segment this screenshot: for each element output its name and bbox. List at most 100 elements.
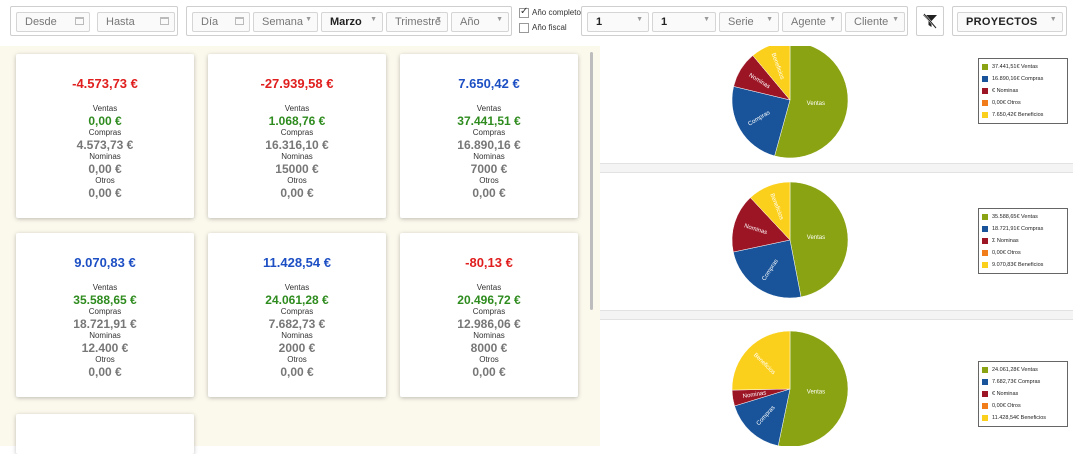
legend-swatch (982, 250, 988, 256)
legend-label: 9.070,83€ Beneficios (992, 262, 1044, 268)
nominas-value: 2000 € (278, 341, 316, 355)
legend-label: 16.890,16€ Compras (992, 76, 1044, 82)
otros-label: Otros (287, 355, 307, 364)
semana-label: Semana (262, 16, 303, 28)
legend-label: 0,00€ Otros (992, 250, 1021, 256)
card-total: -27.939,58 € (260, 76, 334, 91)
legend-item-ventas: 24.061,28€ Ventas (982, 364, 1064, 376)
compras-label: Compras (472, 128, 506, 137)
compras-label: Compras (88, 307, 122, 316)
legend-swatch (982, 76, 988, 82)
ventas-value: 20.496,72 € (457, 293, 521, 307)
legend-swatch (982, 262, 988, 268)
pie-chart-panel: Ventas Compras Nominas Beneficios 37.441,51… (600, 46, 1073, 161)
chart-legend: 37.441,51€ Ventas 16.890,16€ Compras € Nom… (978, 58, 1068, 124)
summary-card: 11.428,54 € Ventas 24.061,28 € Compras 7… (208, 233, 386, 397)
anio-fiscal-label: Año fiscal (532, 23, 567, 32)
card-total: 9.070,83 € (74, 255, 136, 270)
legend-item-compras: 18.721,91€ Compras (982, 223, 1064, 235)
anio-fiscal-checkbox[interactable]: Año fiscal (519, 20, 581, 35)
mes-select[interactable]: Marzo ▼ (321, 12, 383, 32)
cliente-select[interactable]: Cliente ▼ (845, 12, 905, 32)
compras-label: Compras (472, 307, 506, 316)
compras-label: Compras (280, 128, 314, 137)
pie-slice-beneficios[interactable] (750, 181, 791, 241)
otros-value: 0,00 € (472, 365, 506, 379)
legend-label: 0,00€ Otros (992, 403, 1021, 409)
pie-slice-compras[interactable] (732, 239, 802, 299)
trimestre-select[interactable]: Trimestre ▼ (386, 12, 448, 32)
anio-label: Año (460, 16, 480, 28)
legend-item-beneficios: 7.650,42€ Beneficios (982, 109, 1064, 121)
proyectos-select[interactable]: PROYECTOS ▼ (957, 12, 1063, 32)
legend-label: € Nominas (992, 391, 1019, 397)
ventas-label: Ventas (284, 283, 310, 292)
compras-value: 16.316,10 € (265, 138, 329, 152)
legend-item-ventas: 37.441,51€ Ventas (982, 61, 1064, 73)
pie-slice-compras[interactable] (734, 388, 791, 446)
legend-item-compras: 7.682,73€ Compras (982, 376, 1064, 388)
pie-chart-panel: Ventas Compras Nominas Beneficios 24.061,28… (600, 323, 1073, 446)
compras-label: Compras (88, 128, 122, 137)
legend-label: 7.650,42€ Beneficios (992, 112, 1044, 118)
ventas-value: 0,00 € (88, 114, 122, 128)
legend-swatch (982, 379, 988, 385)
ejercicio-select[interactable]: 1 ▼ (652, 12, 716, 32)
otros-value: 0,00 € (472, 186, 506, 200)
serie-label: Serie (728, 16, 754, 28)
pie-chart-panel: Ventas Compras Nominas Beneficios 35.588,65… (600, 176, 1073, 309)
chart-legend: 24.061,28€ Ventas 7.682,73€ Compras € Nomi… (978, 361, 1068, 427)
panel-separator (600, 163, 1073, 173)
card-total: 7.650,42 € (458, 76, 520, 91)
scrollbar[interactable] (590, 52, 593, 310)
pie-slice-ventas[interactable] (774, 46, 849, 158)
hasta-date-input[interactable]: Hasta (97, 12, 175, 32)
legend-swatch (982, 403, 988, 409)
nominas-label: Nominas (281, 331, 313, 340)
nominas-label: Nominas (89, 152, 121, 161)
clear-filter-button[interactable] (916, 6, 944, 36)
semana-select[interactable]: Semana ▼ (253, 12, 318, 32)
card-total: -4.573,73 € (72, 76, 138, 91)
legend-item-beneficios: 11.428,54€ Beneficios (982, 412, 1064, 424)
calendar-icon (235, 17, 244, 25)
anio-completo-checkbox[interactable]: Año completo (519, 5, 581, 20)
legend-swatch (982, 64, 988, 70)
checkbox-checked-icon[interactable] (519, 6, 529, 18)
chart-legend: 35.588,65€ Ventas 18.721,91€ Compras Σ Nom… (978, 208, 1068, 274)
legend-swatch (982, 88, 988, 94)
card-total: -80,13 € (465, 255, 513, 270)
chevron-down-icon: ▼ (829, 16, 836, 23)
ventas-label: Ventas (92, 104, 118, 113)
proyectos-group: PROYECTOS ▼ (952, 6, 1067, 36)
empresa-select[interactable]: 1 ▼ (587, 12, 649, 32)
agente-label: Agente (791, 16, 826, 28)
desde-date-input[interactable]: Desde (16, 12, 90, 32)
proyectos-label: PROYECTOS (966, 16, 1038, 28)
ventas-label: Ventas (284, 104, 310, 113)
agente-select[interactable]: Agente ▼ (782, 12, 842, 32)
legend-swatch (982, 100, 988, 106)
checkbox-unchecked-icon[interactable] (519, 22, 529, 33)
serie-select[interactable]: Serie ▼ (719, 12, 779, 32)
pie-slice-beneficios[interactable] (752, 46, 791, 101)
dia-input[interactable]: Día (192, 12, 250, 32)
legend-item-compras: 16.890,16€ Compras (982, 73, 1064, 85)
anio-select[interactable]: Año ▼ (451, 12, 509, 32)
legend-label: € Nominas (992, 88, 1019, 94)
legend-label: 24.061,28€ Ventas (992, 367, 1038, 373)
trimestre-label: Trimestre (395, 16, 442, 28)
pie-slice-ventas[interactable] (789, 181, 849, 298)
legend-item-nominas: Σ Nominas (982, 235, 1064, 247)
desde-label: Desde (25, 16, 57, 28)
summary-card-partial (16, 414, 194, 454)
ventas-value: 37.441,51 € (457, 114, 521, 128)
pie-slice-compras[interactable] (731, 86, 791, 157)
legend-item-otros: 0,00€ Otros (982, 97, 1064, 109)
pie-slice-beneficios[interactable] (731, 330, 791, 391)
chevron-down-icon: ▼ (1049, 16, 1057, 23)
pie-slice-nominas[interactable] (731, 197, 791, 253)
otros-label: Otros (95, 176, 115, 185)
